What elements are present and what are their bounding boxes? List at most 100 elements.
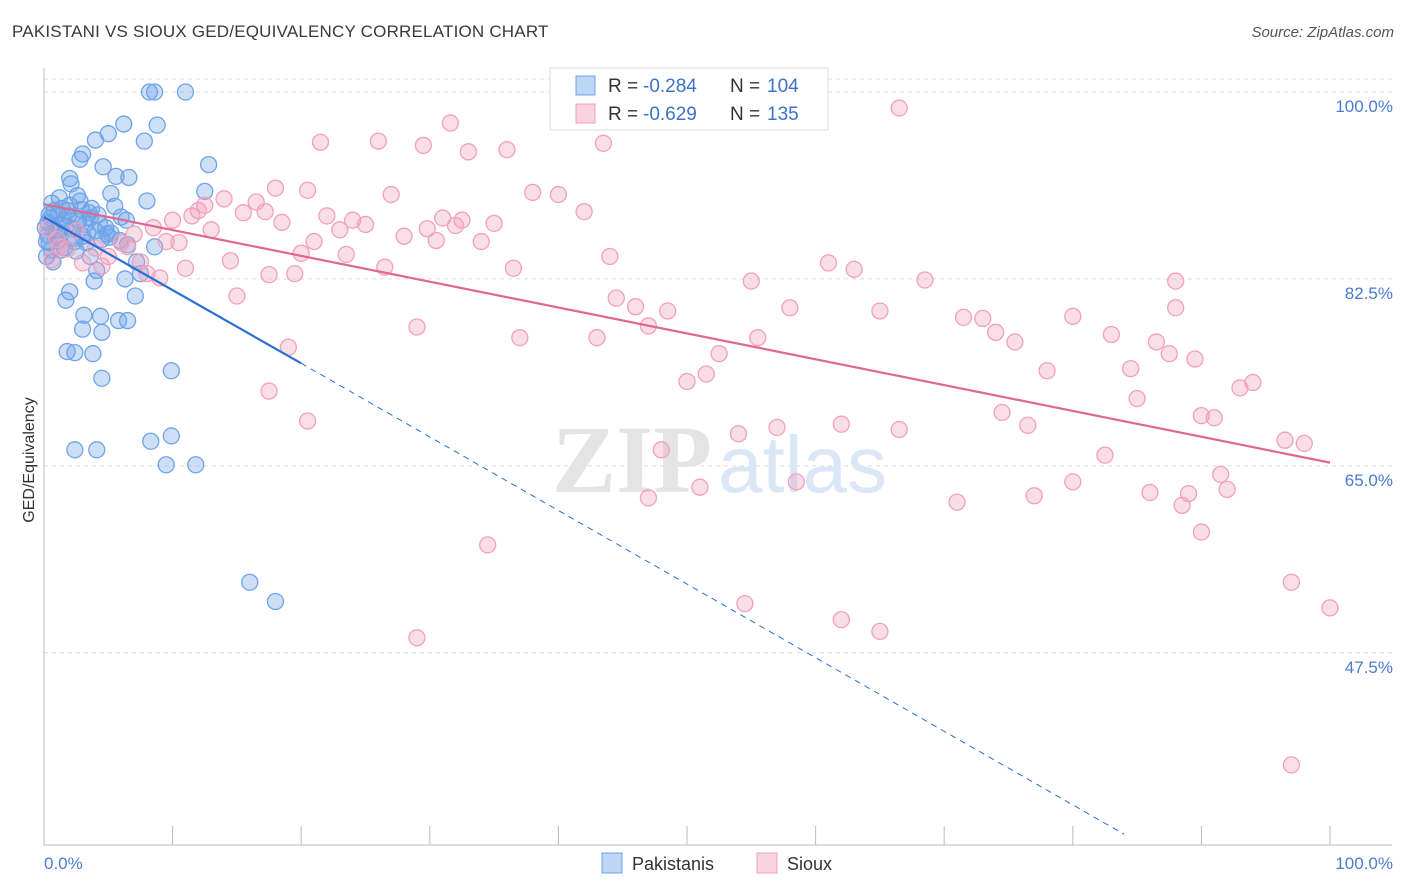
pakistani-point bbox=[162, 362, 180, 380]
sioux-point bbox=[697, 365, 715, 383]
r-value: -0.629 bbox=[643, 104, 697, 125]
sioux-point bbox=[832, 415, 850, 433]
sioux-point bbox=[916, 271, 934, 289]
stats-legend: R = -0.284 N = 104 R = -0.629 N = 135 bbox=[549, 67, 829, 131]
pakistani-point bbox=[142, 432, 160, 450]
sioux-point bbox=[742, 272, 760, 290]
sioux-point bbox=[1025, 487, 1043, 505]
pakistani-point bbox=[241, 573, 259, 591]
sioux-point bbox=[948, 493, 966, 511]
sioux-point bbox=[1192, 406, 1211, 425]
sioux-point bbox=[215, 190, 233, 208]
n-value: 104 bbox=[767, 76, 799, 97]
sioux-point bbox=[356, 215, 375, 234]
sioux-point bbox=[472, 232, 490, 251]
sioux-point bbox=[273, 213, 291, 231]
sioux-point bbox=[575, 202, 593, 221]
sioux-point bbox=[1128, 389, 1146, 408]
sioux-point bbox=[118, 238, 137, 256]
sioux-point bbox=[1019, 416, 1037, 434]
pakistani-point bbox=[91, 307, 110, 325]
sioux-point bbox=[1212, 465, 1230, 484]
pakistani-point bbox=[97, 219, 115, 237]
pakistani-point bbox=[176, 83, 195, 101]
y-tick-label: 65.0% bbox=[1345, 471, 1393, 490]
sioux-point bbox=[626, 298, 645, 316]
pakistani-point bbox=[102, 184, 120, 203]
pakistani-point bbox=[115, 115, 133, 133]
sioux-point bbox=[427, 231, 445, 250]
sioux-point bbox=[1282, 573, 1301, 591]
sioux-point bbox=[266, 179, 285, 197]
sioux-point bbox=[1096, 446, 1114, 464]
sioux-point bbox=[305, 232, 323, 251]
pakistani-point bbox=[85, 272, 103, 290]
sioux-point bbox=[871, 622, 889, 641]
sioux-point bbox=[890, 420, 908, 439]
sioux-point bbox=[1179, 484, 1198, 503]
pakistani-point bbox=[66, 441, 84, 459]
pakistani-point bbox=[93, 323, 111, 341]
y-tick-label: 82.5% bbox=[1345, 284, 1393, 303]
pakistani-point bbox=[68, 186, 87, 205]
pakistani-point bbox=[57, 291, 75, 309]
sioux-point bbox=[1186, 350, 1204, 368]
sioux-point bbox=[1218, 480, 1236, 498]
sioux-point bbox=[176, 259, 195, 277]
sioux-point bbox=[48, 230, 66, 249]
pakistani-trend-extension bbox=[300, 362, 1125, 835]
pakistani-point bbox=[109, 311, 128, 330]
sioux-point bbox=[1231, 379, 1249, 397]
pakistani-point bbox=[148, 116, 166, 134]
sioux-point bbox=[131, 253, 150, 271]
r-value: -0.284 bbox=[643, 76, 697, 97]
sioux-point bbox=[652, 441, 670, 459]
pakistani-point bbox=[187, 456, 205, 474]
chart-title: PAKISTANI VS SIOUX GED/EQUIVALENCY CORRE… bbox=[12, 22, 549, 41]
sioux-point bbox=[298, 412, 317, 430]
pakistani-point bbox=[126, 287, 144, 305]
sioux-point bbox=[588, 329, 606, 347]
sioux-point bbox=[607, 289, 625, 307]
pakistani-point bbox=[135, 132, 153, 150]
sioux-point bbox=[1147, 333, 1166, 351]
sioux-point bbox=[781, 299, 799, 317]
sioux-point bbox=[845, 260, 863, 278]
sioux-point bbox=[382, 185, 400, 204]
pakistani-point bbox=[107, 167, 125, 186]
sioux-point bbox=[337, 245, 355, 264]
sioux-point bbox=[93, 257, 111, 275]
sioux-point bbox=[974, 309, 992, 328]
sioux-point bbox=[749, 329, 767, 347]
sioux-point bbox=[256, 202, 274, 221]
sioux-point bbox=[459, 143, 478, 161]
sioux-point bbox=[1006, 333, 1024, 351]
sioux-point bbox=[511, 329, 529, 347]
sioux-point bbox=[260, 382, 278, 400]
pakistani-point bbox=[88, 441, 106, 459]
sioux-point bbox=[318, 207, 336, 225]
x-tick-label-min: 0.0% bbox=[44, 854, 83, 873]
sioux-point bbox=[234, 204, 252, 222]
pakistani-point bbox=[145, 83, 164, 101]
pakistani-point bbox=[106, 197, 124, 215]
pakistani-point bbox=[99, 125, 117, 143]
sioux-point bbox=[1244, 373, 1262, 392]
pakistani-point bbox=[118, 311, 137, 330]
sioux-point bbox=[1167, 272, 1185, 290]
sioux-point bbox=[408, 318, 426, 336]
sioux-point bbox=[871, 302, 889, 320]
sioux-point bbox=[298, 181, 317, 199]
sioux-point bbox=[408, 629, 426, 647]
pakistani-bottom-swatch bbox=[601, 852, 623, 874]
series-pakistanis bbox=[36, 83, 285, 611]
y-tick-label: 100.0% bbox=[1335, 97, 1393, 116]
sioux-point bbox=[639, 489, 658, 507]
pakistani-point bbox=[84, 345, 102, 363]
pakistani-point bbox=[75, 306, 93, 324]
pakistani-point bbox=[66, 343, 84, 362]
sioux-point bbox=[1167, 299, 1185, 317]
sioux-point bbox=[189, 201, 207, 220]
sioux-point bbox=[1205, 409, 1223, 427]
sioux-point bbox=[1192, 523, 1211, 541]
